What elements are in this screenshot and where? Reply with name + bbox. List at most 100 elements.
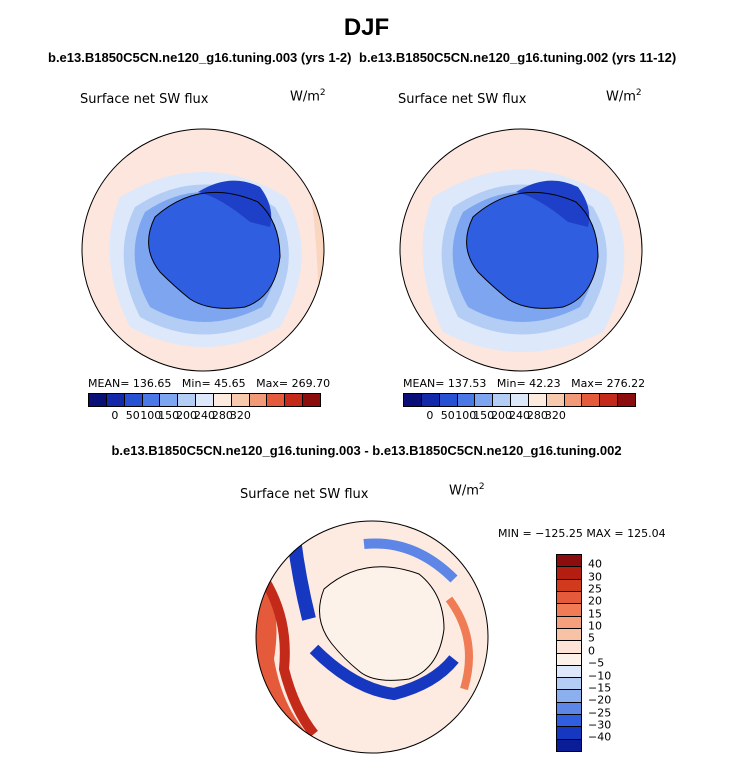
panel1-continent (148, 192, 280, 309)
panel3-colorbar-tick: 0 (588, 644, 595, 658)
panel3-colorbar-tick: 5 (588, 631, 595, 645)
panel2-colorbar-box (421, 394, 440, 406)
panel3-colorbar-tick: 25 (588, 582, 602, 596)
panel1-colorbar-tick: 320 (229, 409, 251, 422)
panel2-colorbar-box (528, 394, 547, 406)
panel3-colorbar-tick: 40 (588, 557, 602, 571)
panel3-colorbar-box (557, 739, 581, 751)
panel3-map-border (255, 520, 489, 754)
panel3-colorbar-ticks: 40 30 25 20 15 10 5 0 −5 −10 −15 −20 −25 −30 −40 (588, 554, 628, 752)
figure-title: DJF (343, 14, 390, 41)
panel2-colorbar-box (475, 394, 494, 406)
panel1-coastline (148, 191, 281, 309)
panel3-colorbar-tick: −30 (588, 718, 612, 732)
panel3-colorbar-tick: −25 (588, 706, 612, 720)
panel2-continent (466, 192, 598, 309)
panel3-units: W/m2 (449, 482, 485, 499)
panel3-east-warm (445, 596, 473, 691)
panel3-colorbar-box (557, 604, 581, 617)
panel1-colorbar-ticks: 0 50 100 150 200 240 280 320 (88, 409, 321, 423)
panel3-cool-band-south (309, 644, 459, 701)
panel3-colorbar-box (557, 727, 581, 740)
panel1-colorbar-tick: 150 (158, 409, 180, 422)
panel1-variable: Surface net SW flux (80, 92, 209, 107)
panel3-title: b.e13.B1850C5CN.ne120_g16.tuning.003 - b… (111, 443, 622, 458)
panel1-colorbar-box (231, 394, 250, 406)
panel3-colorbar-tick: 15 (588, 607, 602, 621)
panel3-colorbar (556, 554, 582, 752)
panel3-colorbar-box (557, 567, 581, 580)
panel1-colorbar-tick: 50 (125, 409, 140, 422)
panel3-colorbar-box (557, 579, 581, 592)
panel3-colorbar-box (557, 591, 581, 605)
panel1-colorbar-box (160, 394, 179, 406)
panel3-colorbar-box (557, 628, 581, 642)
panel1-colorbar-tick: 280 (211, 409, 233, 422)
panel1-colorbar-box (89, 394, 107, 406)
panel1-colorbar-box (213, 394, 232, 406)
panel2-colorbar-box (511, 394, 529, 406)
panel2-colorbar-box (618, 394, 635, 406)
panel1-map (81, 128, 325, 372)
panel2-colorbar-box (457, 394, 476, 406)
panel2-map (399, 128, 643, 372)
panel1-colorbar-tick: 200 (176, 409, 198, 422)
panel1-colorbar-box (249, 394, 268, 406)
panel2-colorbar-tick: 280 (526, 409, 548, 422)
panel3-continent (319, 566, 444, 681)
panel2-colorbar-box (404, 394, 422, 406)
panel2-coastline (466, 191, 599, 309)
panel3-colorbar-tick: −10 (588, 669, 612, 683)
panel3-colorbar-tick: 10 (588, 619, 602, 633)
panel1-units: W/m2 (290, 88, 326, 105)
panel3-colorbar-tick: 20 (588, 594, 602, 608)
panel2-units: W/m2 (606, 88, 642, 105)
panel2-colorbar-tick: 240 (509, 409, 530, 422)
panel3-map (255, 520, 489, 754)
panel2-colorbar-box (600, 394, 619, 406)
panel3-colorbar-tick: 30 (588, 570, 602, 584)
panel1-stats: MEAN= 136.65 Min= 45.65 Max= 269.70 (88, 377, 331, 390)
panel3-coastline (319, 566, 445, 681)
panel1-colorbar (88, 393, 321, 407)
panel3-colorbar-box (557, 715, 581, 728)
panel3-colorbar-tick: −20 (588, 693, 612, 707)
panel3-colorbar-tick: −40 (588, 730, 612, 744)
panel2-colorbar (403, 393, 636, 407)
panel3-colorbar-box (557, 702, 581, 716)
panel2-colorbar-box (582, 394, 601, 406)
panel1-colorbar-box (267, 394, 286, 406)
panel3-cool-band-north (363, 538, 458, 583)
panel2-stats: MEAN= 137.53 Min= 42.23 Max= 276.22 (403, 377, 646, 390)
panel2-colorbar-tick: 320 (544, 409, 566, 422)
panel2-colorbar-tick: 200 (491, 409, 513, 422)
panel2-colorbar-tick: 100 (455, 409, 477, 422)
panel1-map-border (81, 128, 325, 372)
panel2-colorbar-box (493, 394, 512, 406)
panel3-colorbar-box (557, 665, 581, 679)
panel1-colorbar-box (303, 394, 320, 406)
panel2-colorbar-tick: 50 (440, 409, 455, 422)
panel1-colorbar-box (124, 394, 143, 406)
panel2-map-border (399, 128, 643, 372)
panel3-variable: Surface net SW flux (240, 487, 369, 502)
panel1-colorbar-box (106, 394, 125, 406)
panel2-variable: Surface net SW flux (398, 92, 527, 107)
panel1-colorbar-tick: 240 (194, 409, 215, 422)
panel3-colorbar-box (557, 555, 581, 568)
panel3-colorbar-box (557, 678, 581, 691)
panel3-colorbar-box (557, 690, 581, 703)
panel2-colorbar-tick: 0 (426, 409, 434, 422)
panel3-colorbar-box (557, 653, 581, 666)
panel2-colorbar-box (546, 394, 565, 406)
panel2-title: b.e13.B1850C5CN.ne120_g16.tuning.002 (yr… (359, 50, 677, 65)
panel2-colorbar-box (564, 394, 583, 406)
panel2-colorbar-box (439, 394, 458, 406)
panel3-colorbar-tick: −5 (588, 656, 605, 670)
panel3-colorbar-box (557, 641, 581, 654)
panel1-title: b.e13.B1850C5CN.ne120_g16.tuning.003 (yr… (48, 50, 352, 65)
panel1-colorbar-tick: 100 (140, 409, 162, 422)
panel1-colorbar-box (178, 394, 197, 406)
panel1-colorbar-box (142, 394, 161, 406)
panel2-colorbar-ticks: 0 50 100 150 200 240 280 320 (403, 409, 636, 423)
